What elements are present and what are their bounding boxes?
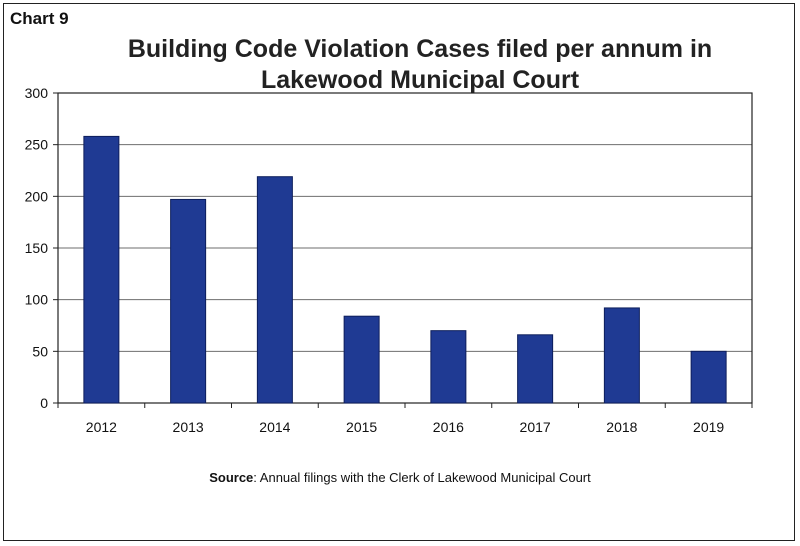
x-tick-label: 2019 [693,419,724,435]
bar-2017 [517,334,554,404]
bar-2018 [603,307,640,404]
y-tick-label: 100 [25,292,49,308]
source-text: : Annual filings with the Clerk of Lakew… [253,470,591,485]
x-tick-label: 2018 [606,419,637,435]
x-tick-label: 2012 [86,419,117,435]
y-tick-label: 200 [25,188,49,204]
y-tick-label: 0 [40,395,48,411]
chart-title: Building Code Violation Cases filed per … [60,34,780,96]
bar-2012 [83,135,120,404]
x-tick-label: 2017 [520,419,551,435]
source-label: Source [209,470,254,485]
chart-label: Chart 9 [10,9,69,28]
y-tick-label: 50 [32,343,48,359]
y-tick-label: 250 [25,137,49,153]
bar-2015 [343,315,380,404]
y-tick-label: 150 [25,240,49,256]
chart-title-line-2: Lakewood Municipal Court [260,66,580,94]
bar-2016 [430,330,467,404]
bar-2013 [170,198,207,404]
x-tick-label: 2015 [346,419,377,435]
chart-frame [3,3,795,541]
source-note: Source: Annual filings with the Clerk of… [0,470,800,485]
bar-2014 [256,176,293,404]
x-tick-label: 2016 [433,419,464,435]
y-tick-label: 300 [25,85,49,101]
x-tick-label: 2013 [173,419,204,435]
x-tick-label: 2014 [259,419,290,435]
bar-2019 [690,350,727,404]
chart-title-line-1: Building Code Violation Cases filed per … [127,35,713,63]
